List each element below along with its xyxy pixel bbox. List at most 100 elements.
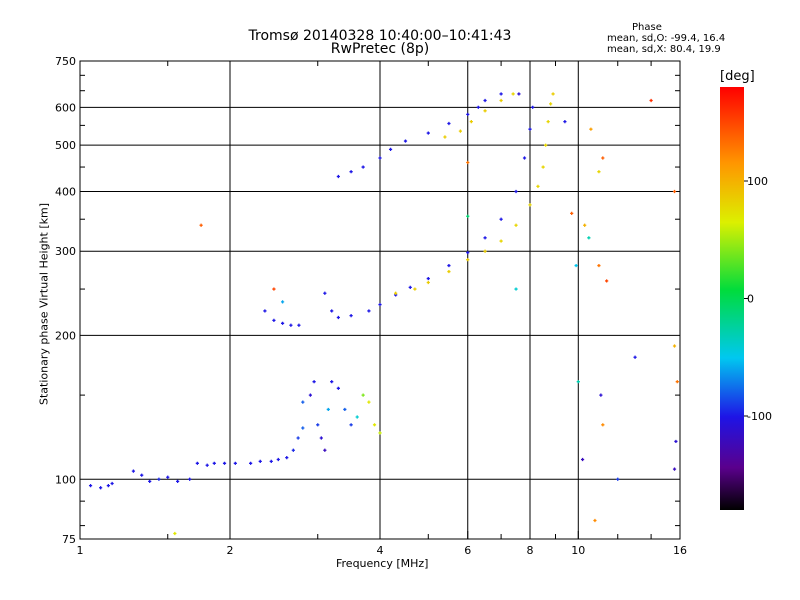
- data-point: [195, 461, 199, 465]
- data-point: [323, 448, 327, 452]
- data-point: [296, 436, 300, 440]
- data-point: [349, 314, 353, 318]
- series-upper-x-trace: [443, 92, 515, 139]
- data-point: [106, 484, 110, 488]
- data-point: [289, 323, 293, 327]
- data-point: [672, 344, 677, 348]
- data-point: [469, 120, 473, 124]
- data-point: [173, 531, 177, 536]
- data-point: [403, 139, 408, 143]
- data-point: [367, 400, 371, 404]
- data-point: [272, 287, 276, 291]
- x-axis-label: Frequency [MHz]: [336, 557, 429, 570]
- y-tick-label: 750: [55, 55, 76, 68]
- data-point: [574, 263, 578, 268]
- x-tick-label: 4: [377, 544, 384, 557]
- colorbar-tick-label: 0: [747, 293, 754, 306]
- data-point: [528, 127, 532, 131]
- data-point: [447, 263, 451, 268]
- phase-stats-o-line: mean, sd,O: -99.4, 16.4: [607, 33, 726, 44]
- data-point: [587, 236, 591, 240]
- data-point: [483, 109, 487, 113]
- series-spread-cluster: [301, 380, 382, 452]
- data-point: [551, 92, 555, 96]
- data-point: [514, 287, 518, 291]
- data-point: [447, 269, 451, 274]
- data-point: [528, 203, 532, 207]
- data-point: [466, 258, 470, 262]
- data-point: [549, 102, 553, 106]
- data-point: [378, 156, 382, 160]
- data-point: [249, 461, 253, 465]
- data-point: [466, 112, 470, 116]
- data-point: [272, 318, 276, 322]
- data-point: [531, 105, 535, 109]
- data-point: [336, 174, 340, 179]
- data-point: [517, 92, 521, 96]
- x-tick-label: 8: [527, 544, 534, 557]
- data-point: [483, 236, 487, 240]
- data-point: [483, 249, 487, 253]
- plot-frame: [79, 60, 681, 540]
- data-point: [394, 291, 398, 295]
- data-point: [316, 423, 320, 427]
- data-point: [349, 423, 353, 427]
- data-point: [601, 423, 605, 427]
- data-point: [601, 156, 605, 160]
- data-point: [544, 143, 548, 147]
- y-tick-label: 200: [55, 329, 76, 342]
- data-point: [312, 380, 316, 384]
- data-point: [536, 184, 540, 188]
- data-point: [499, 239, 503, 243]
- y-tick-label: 600: [55, 101, 76, 114]
- data-point: [176, 479, 180, 483]
- data-point: [674, 439, 678, 444]
- data-point: [583, 223, 587, 227]
- data-point: [301, 400, 305, 404]
- data-point: [280, 321, 285, 325]
- colorbar-tick-label: 100: [747, 175, 768, 188]
- data-point: [222, 461, 227, 465]
- data-point: [499, 98, 503, 103]
- data-point: [597, 170, 601, 174]
- data-point: [330, 380, 334, 384]
- data-point: [388, 147, 393, 151]
- data-point: [297, 323, 301, 327]
- data-point: [499, 92, 503, 96]
- data-point: [426, 276, 430, 281]
- y-tick-label: 75: [62, 533, 76, 546]
- y-tick-label: 400: [55, 185, 76, 198]
- data-point: [378, 431, 382, 435]
- data-point: [99, 486, 103, 490]
- data-point: [157, 477, 161, 481]
- data-point: [263, 309, 267, 313]
- data-point: [633, 355, 637, 359]
- data-point: [372, 423, 377, 427]
- data-point: [110, 481, 114, 486]
- data-point: [188, 477, 192, 481]
- data-point: [476, 105, 480, 109]
- data-point: [269, 459, 273, 463]
- data-point: [541, 165, 545, 169]
- data-point: [563, 120, 567, 124]
- series-upper-trace: [336, 92, 503, 179]
- data-point: [466, 251, 470, 255]
- data-point: [511, 92, 515, 96]
- series-x-mode-trace: [394, 92, 555, 295]
- data-point: [336, 315, 340, 320]
- data-point: [413, 287, 417, 291]
- data-point: [522, 156, 527, 160]
- data-point: [367, 309, 371, 313]
- data-point: [336, 386, 340, 390]
- x-tick-label: 6: [464, 544, 471, 557]
- chart-subtitle: RwPretec (8p): [330, 41, 430, 57]
- data-point: [605, 279, 609, 283]
- series-low-e-region: [88, 426, 305, 490]
- data-point: [205, 463, 209, 467]
- series-scattered-points: [173, 92, 679, 536]
- data-point: [466, 214, 470, 218]
- data-point: [343, 407, 347, 412]
- data-point: [131, 469, 136, 473]
- data-point: [499, 217, 503, 221]
- data-point: [291, 448, 295, 452]
